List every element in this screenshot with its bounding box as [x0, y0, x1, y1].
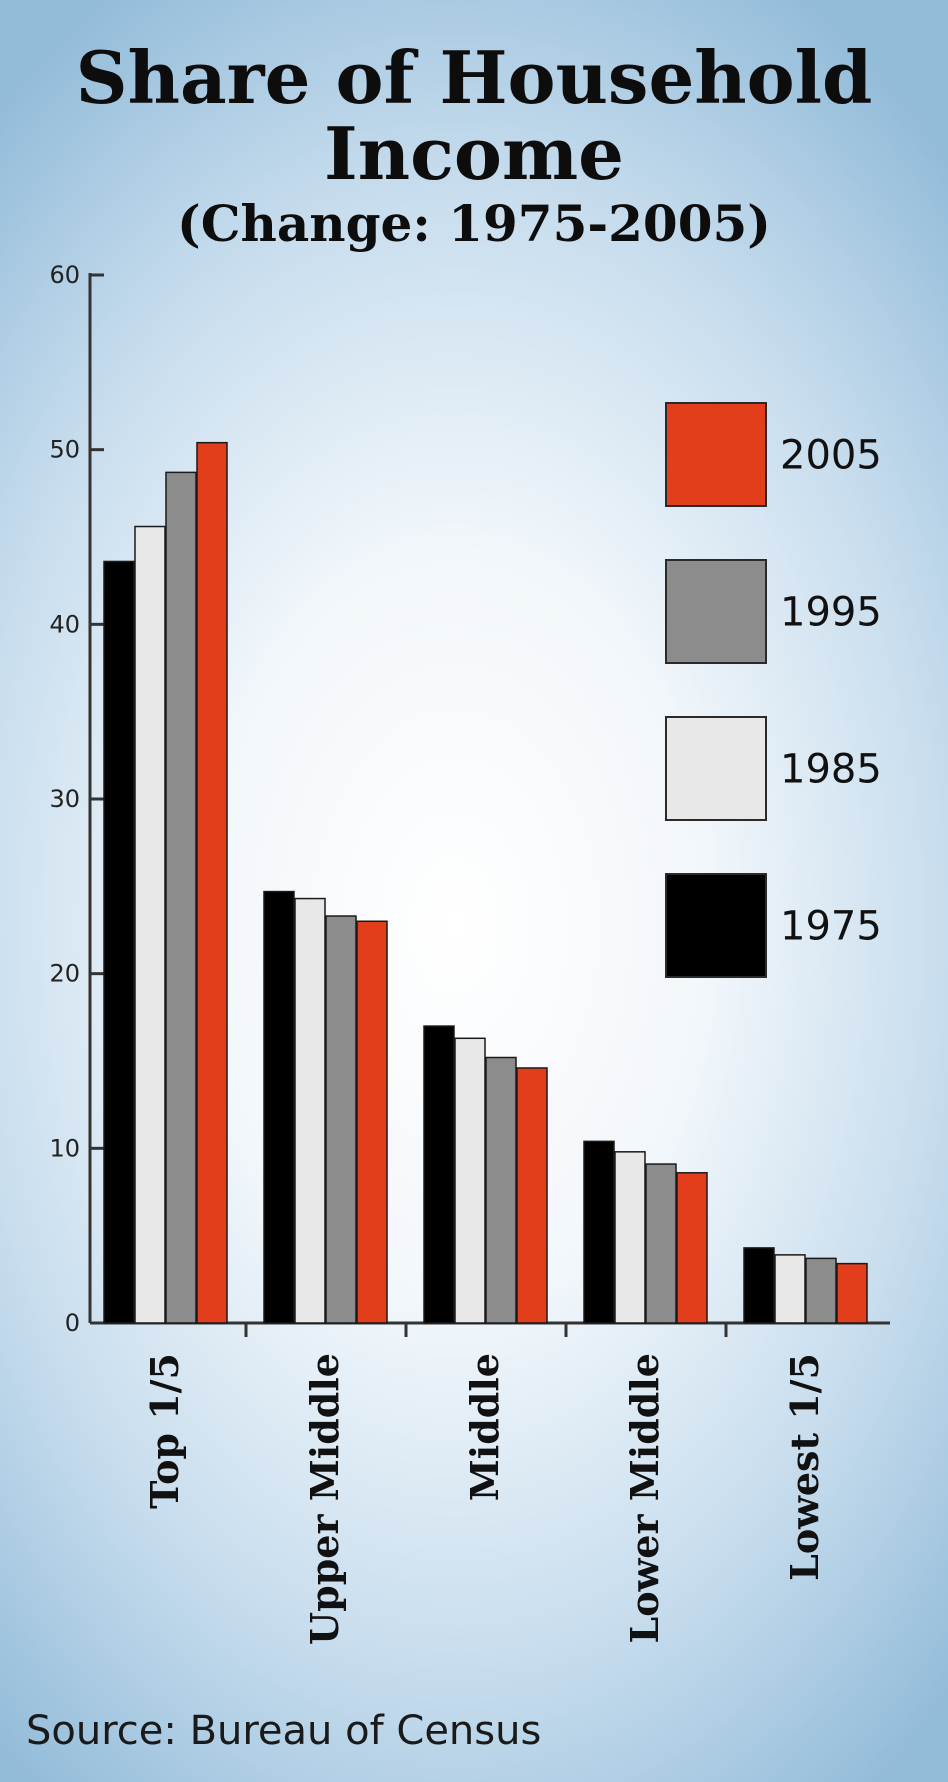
- bar-1985: [294, 897, 326, 1324]
- category-label: Lower Middle: [622, 1353, 667, 1643]
- y-tick-label: 30: [49, 785, 80, 813]
- bar-2005: [836, 1262, 868, 1324]
- bar-1975: [423, 1025, 455, 1324]
- bar-1995: [645, 1163, 677, 1324]
- bar-1975: [583, 1140, 615, 1324]
- legend-label-1985: 1985: [780, 747, 882, 793]
- bar-1975: [743, 1247, 775, 1324]
- legend-label-1995: 1995: [780, 590, 882, 636]
- bar-1975: [103, 560, 135, 1324]
- legend-swatch-1995: [665, 559, 767, 664]
- chart-title-line-1: Share of Household: [75, 35, 873, 120]
- y-tick-label: 20: [49, 960, 80, 988]
- bar-1995: [485, 1056, 517, 1324]
- bar-2005: [196, 441, 228, 1324]
- category-label: Lowest 1/5: [782, 1353, 827, 1581]
- bar-1975: [263, 890, 295, 1324]
- y-tick-label: 60: [49, 261, 80, 289]
- category-label: Upper Middle: [302, 1353, 347, 1645]
- y-tick-label: 40: [49, 610, 80, 638]
- legend-swatch-1985: [665, 716, 767, 821]
- bar-1995: [325, 915, 357, 1324]
- bar-2005: [516, 1067, 548, 1324]
- chart-title-line-2: Income: [324, 111, 624, 196]
- bar-1995: [805, 1257, 837, 1324]
- bar-1985: [134, 525, 166, 1324]
- bar-1985: [614, 1151, 646, 1324]
- legend-label-1975: 1975: [780, 904, 882, 950]
- legend-label-2005: 2005: [780, 433, 882, 479]
- legend-swatch-1975: [665, 873, 767, 978]
- bar-1985: [454, 1037, 486, 1324]
- category-label: Middle: [462, 1353, 507, 1501]
- source-note: Source: Bureau of Census: [26, 1708, 542, 1754]
- legend-swatch-2005: [665, 402, 767, 507]
- category-label: Top 1/5: [142, 1353, 187, 1509]
- y-tick-label: 10: [49, 1134, 80, 1162]
- bar-2005: [356, 920, 388, 1324]
- bar-1995: [165, 471, 197, 1324]
- bar-2005: [676, 1172, 708, 1324]
- bar-1985: [774, 1254, 806, 1324]
- chart-subtitle: (Change: 1975-2005): [177, 194, 771, 253]
- y-tick-label: 0: [65, 1309, 80, 1337]
- y-tick-label: 50: [49, 436, 80, 464]
